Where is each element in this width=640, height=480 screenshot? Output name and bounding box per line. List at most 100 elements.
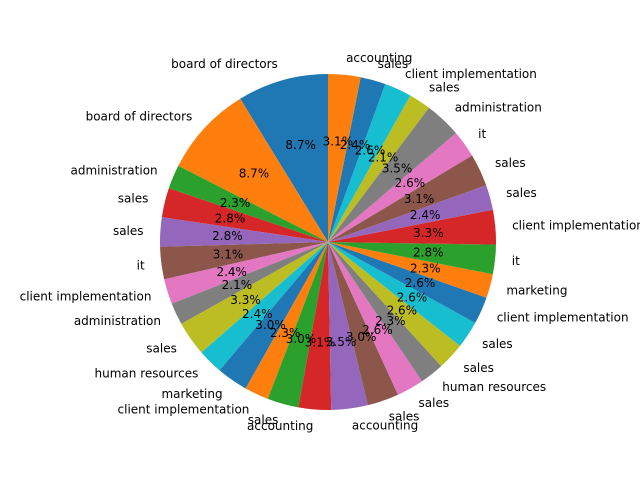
slice-category-label: sales (429, 80, 460, 94)
slice-category-label: board of directors (171, 57, 278, 71)
pie-slice (181, 242, 328, 353)
slice-percent-label: 2.3% (270, 326, 301, 340)
slice-category-label: it (478, 127, 486, 141)
slice-percent-label: 2.6% (362, 323, 393, 337)
pie-slice (328, 95, 429, 243)
slice-category-label: sales (506, 186, 537, 200)
slice-category-label: accounting (247, 419, 313, 433)
slice-category-label: administration (70, 163, 157, 177)
slice-percent-label: 2.3% (220, 196, 251, 210)
pie-slice (328, 242, 442, 382)
slice-percent-label: 2.3% (410, 261, 441, 275)
slice-category-label: sales (118, 192, 149, 206)
slice-percent-label: 3.1% (213, 248, 244, 262)
category-labels: board of directors board of directors admi… (20, 51, 640, 433)
slice-percent-label: 2.3% (375, 314, 406, 328)
slice-category-label: client implementation (118, 402, 250, 416)
slice-percent-label: 2.1% (368, 151, 399, 165)
slice-category-label: sales (248, 413, 279, 427)
pie-slice (178, 98, 328, 242)
pie-slice (328, 77, 386, 242)
pie-slice (245, 242, 328, 399)
slice-percent-label: 2.6% (387, 304, 418, 318)
pie-slice (168, 165, 328, 242)
pie-slice (164, 242, 328, 304)
pie-slice (298, 242, 332, 410)
pie-slice (328, 74, 361, 242)
pie-slice (267, 242, 328, 408)
pie-slice (328, 185, 493, 242)
slice-percent-label: 2.8% (215, 211, 246, 225)
slice-percent-label: 3.0% (346, 330, 377, 344)
pie-slice (160, 217, 328, 247)
slice-percent-label: 2.4% (410, 208, 441, 222)
slice-percent-label: 2.4% (340, 138, 371, 152)
pie-slice (328, 242, 423, 395)
slice-percent-label: 2.6% (395, 176, 426, 190)
pie-slice (328, 84, 411, 242)
slice-category-label: administration (74, 314, 161, 328)
slice-percent-label: 3.3% (230, 293, 261, 307)
slice-category-label: it (512, 254, 520, 268)
slice-category-label: sales (389, 410, 420, 424)
slice-percent-label: 3.1% (305, 335, 336, 349)
pie-slice (328, 155, 487, 242)
slice-category-label: marketing (506, 283, 567, 297)
slice-category-label: sales (495, 156, 526, 170)
pie-slice (160, 242, 328, 280)
slice-percent-label: 2.6% (397, 291, 428, 305)
slice-percent-label: 2.8% (413, 245, 444, 259)
pie-slice (328, 242, 487, 323)
slice-category-label: sales (378, 57, 409, 71)
slice-percent-label: 2.6% (405, 276, 436, 290)
slice-category-label: it (137, 258, 145, 272)
slice-category-label: sales (146, 341, 177, 355)
slice-category-label: accounting (352, 418, 418, 432)
slice-category-label: sales (463, 361, 494, 375)
slice-percent-label: 3.5% (382, 162, 413, 176)
slice-category-label: board of directors (86, 110, 193, 124)
slice-category-label: client implementation (20, 290, 152, 304)
pie-slice (328, 242, 493, 298)
pie-slice (328, 133, 473, 242)
slice-percent-label: 2.1% (222, 278, 253, 292)
slice-category-label: client implementation (405, 67, 537, 81)
slice-percent-label: 3.1% (323, 135, 354, 149)
slice-percent-label: 8.7% (239, 167, 270, 181)
slice-percent-label: 2.6% (355, 143, 386, 157)
slice-category-label: sales (482, 337, 513, 351)
slice-category-label: human resources (95, 367, 199, 381)
slice-category-label: marketing (161, 387, 222, 401)
pie-slice (219, 242, 328, 389)
pie-slice (161, 188, 328, 242)
pie-slice (240, 74, 328, 242)
slice-percent-label: 3.0% (286, 332, 317, 346)
slice-percent-label: 8.7% (285, 138, 316, 152)
pie-slice (328, 242, 399, 406)
pie-slices (160, 74, 497, 410)
slice-category-label: client implementation (497, 310, 629, 324)
slice-category-label: sales (419, 396, 450, 410)
slice-percent-label: 2.4% (216, 265, 247, 279)
slice-category-label: sales (113, 224, 144, 238)
slice-percent-label: 2.8% (212, 229, 243, 243)
slice-percent-label: 2.4% (242, 307, 273, 321)
slice-percent-label: 3.0% (255, 318, 286, 332)
slice-category-label: administration (455, 100, 542, 114)
pie-slice (328, 242, 496, 275)
slice-percent-label: 3.1% (404, 192, 435, 206)
slice-percent-label: 3.3% (413, 226, 444, 240)
percent-labels: 8.7%8.7%2.3%2.8%2.8%3.1%2.4%2.1%3.3%2.4%… (212, 135, 444, 350)
slice-category-label: client implementation (512, 219, 640, 233)
pie-slice (201, 242, 328, 371)
slice-percent-label: 3.5% (326, 335, 357, 349)
slice-category-label: human resources (442, 380, 546, 394)
pie-slice (328, 209, 497, 245)
pie-slice (328, 242, 461, 367)
pie-slice (328, 242, 476, 346)
pie-slice (171, 242, 328, 324)
pie-slice (328, 107, 456, 242)
slice-category-label: accounting (346, 51, 412, 65)
